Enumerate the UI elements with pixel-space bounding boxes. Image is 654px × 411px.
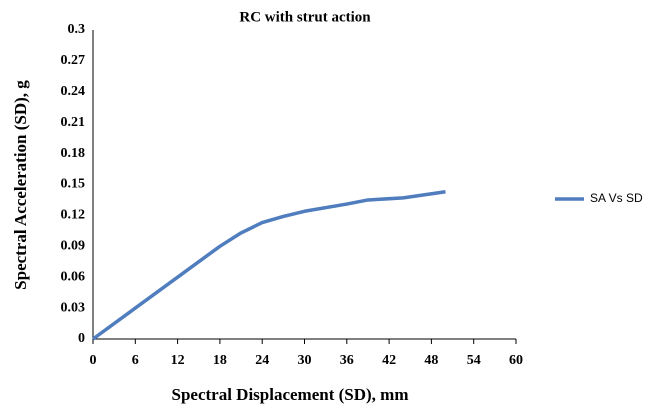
y-tick-label: 0.06: [61, 269, 86, 284]
data-line: [91, 189, 446, 341]
x-tick-label: 18: [213, 353, 227, 368]
y-tick-label: 0.03: [61, 300, 86, 315]
x-axis-label: Spectral Displacement (SD), mm: [171, 385, 408, 404]
y-tick-label: 0.27: [61, 53, 86, 68]
x-tick-label: 12: [171, 353, 185, 368]
x-tick-label: 54: [467, 353, 481, 368]
y-tick-label: 0.15: [61, 177, 86, 192]
x-tick-label: 36: [340, 353, 354, 368]
y-tick-label: 0.24: [61, 84, 86, 99]
y-tick-label: 0.18: [61, 146, 86, 161]
y-axis-label: Spectral Acceleration (SD), g: [11, 80, 30, 290]
y-tick-label: 0.3: [68, 22, 86, 37]
y-tick-label: 0.12: [61, 208, 86, 223]
x-tick-label: 30: [298, 353, 312, 368]
x-tick-label: 24: [255, 353, 269, 368]
legend-label: SA Vs SD: [590, 191, 643, 205]
y-tick-label: 0.21: [61, 115, 86, 130]
x-tick-label: 60: [509, 353, 523, 368]
x-tick-label: 48: [424, 353, 438, 368]
x-tick-label: 0: [90, 353, 97, 368]
y-tick-label: 0.09: [61, 239, 86, 254]
x-tick-label: 42: [382, 353, 396, 368]
chart-title: RC with strut action: [239, 9, 371, 25]
y-tick-label: 0: [78, 331, 85, 346]
x-tick-label: 6: [132, 353, 139, 368]
